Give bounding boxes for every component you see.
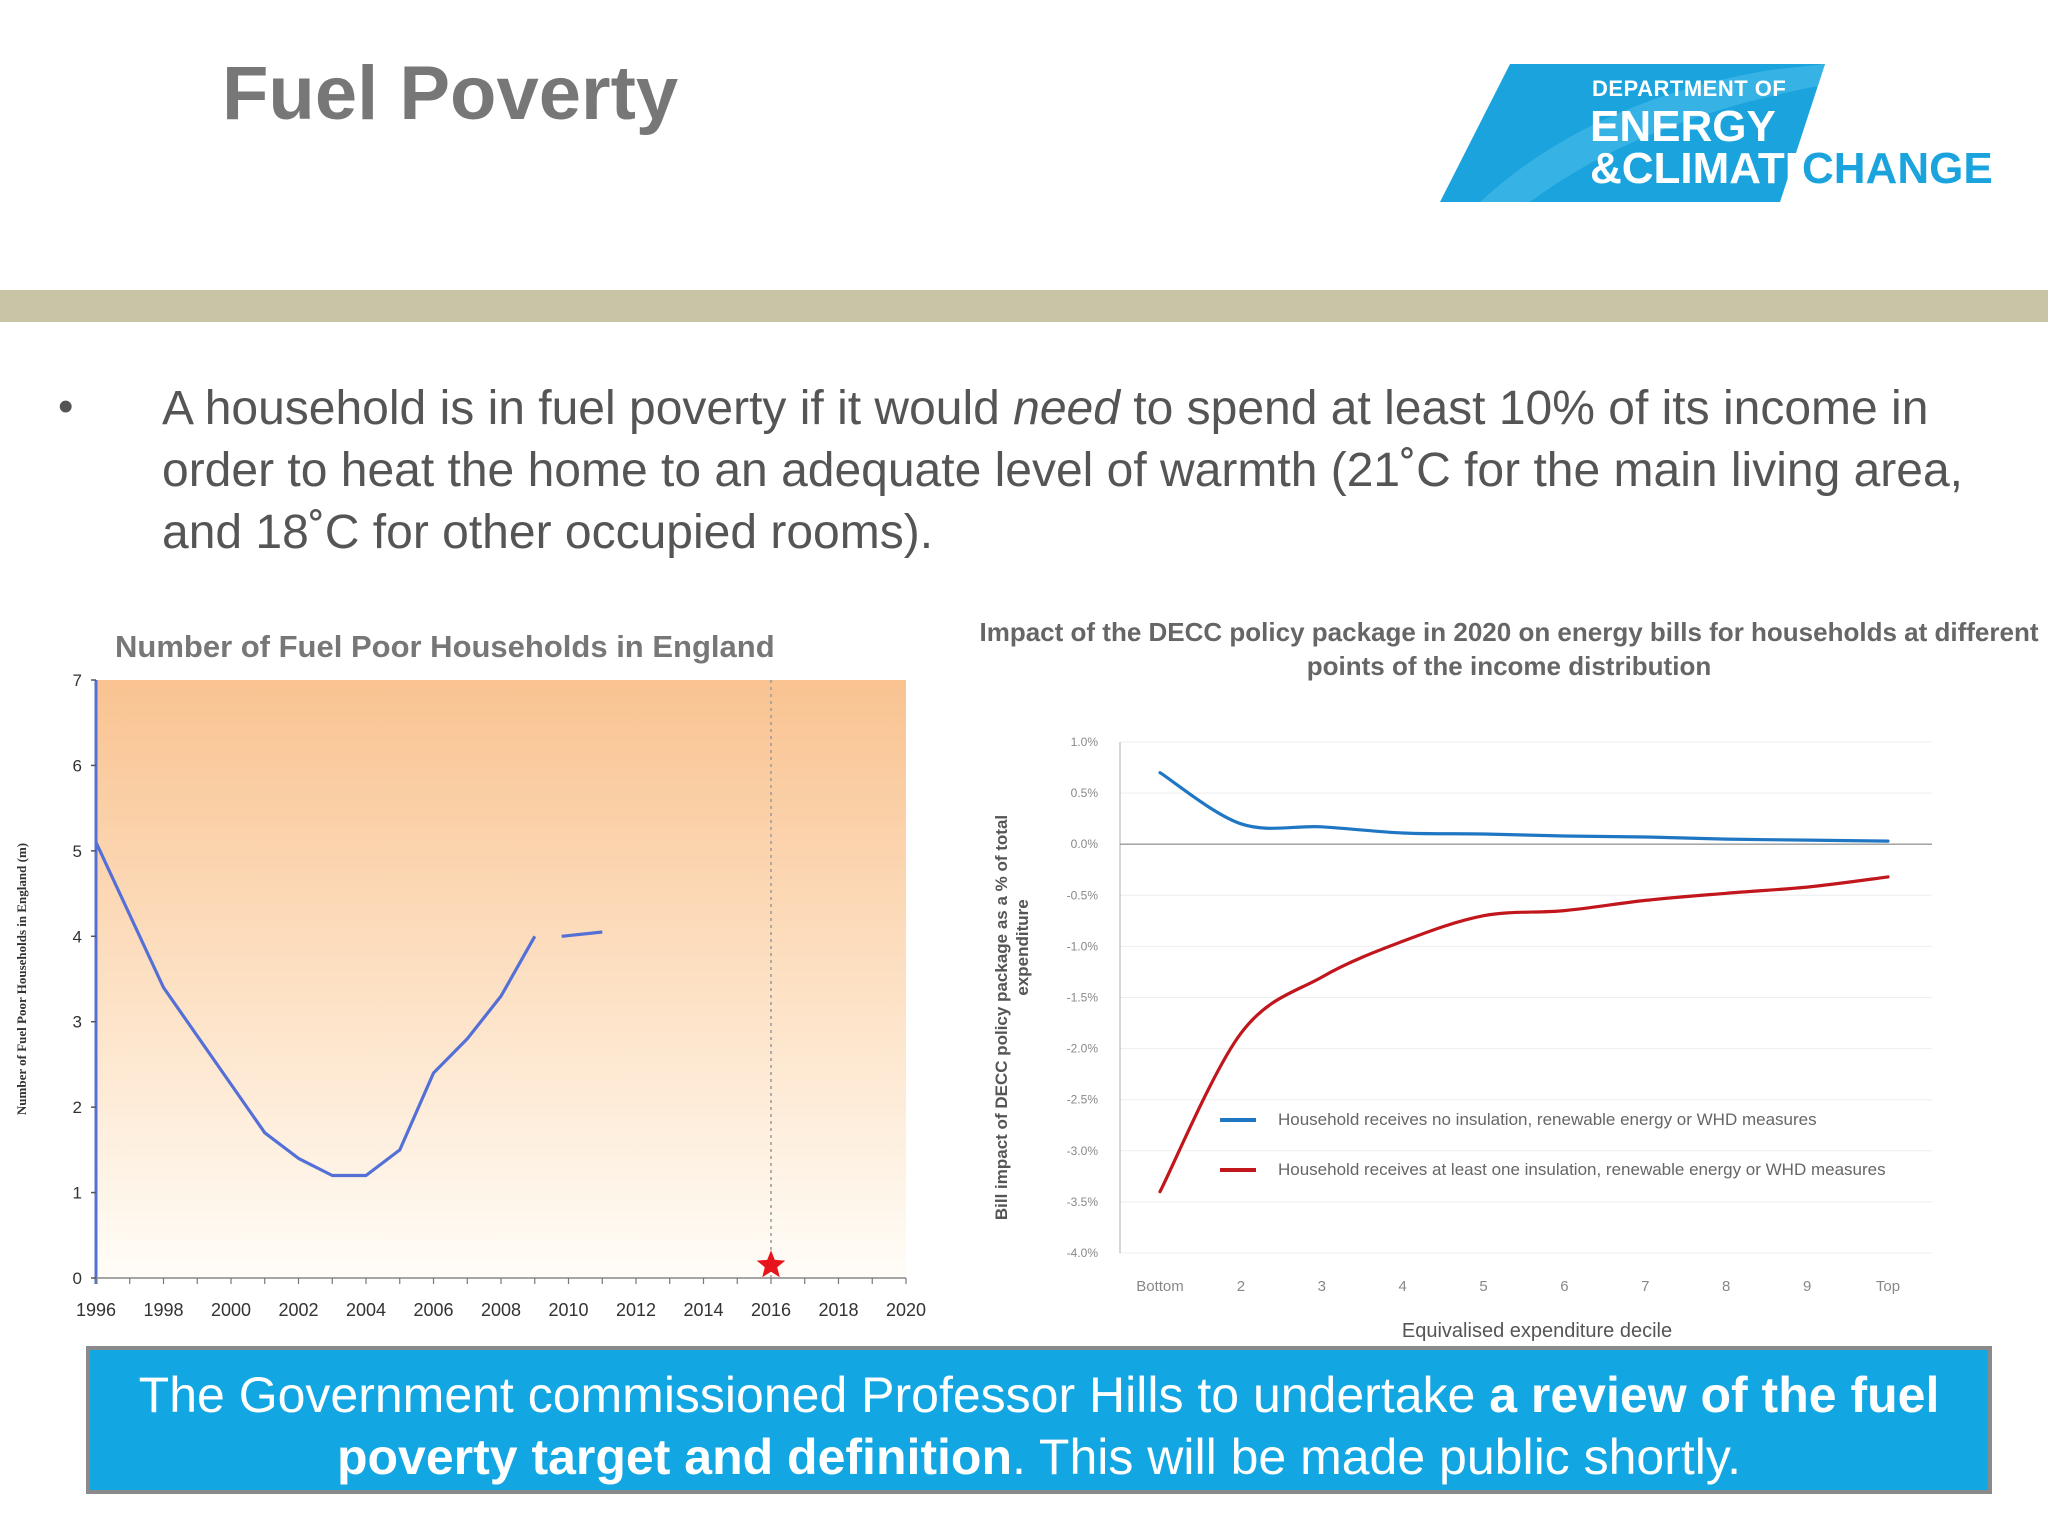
definition-part-2: to spend at least 10% of its income in o… [162,382,1964,559]
chart2-series-line-1 [1158,771,1890,843]
logo-shape [1440,64,1825,202]
chart1-x-tick-label: 2006 [413,1300,453,1320]
chart1-plot-area [96,680,906,1278]
chart2-x-tick-label: 6 [1560,1278,1568,1295]
chart2-y-tick-label: 0.0% [1071,837,1099,851]
chart1-y-tick-label: 6 [73,756,82,775]
chart1-y-tick-label: 3 [73,1013,82,1032]
bullet-icon: • [58,382,74,431]
chart1-y-tick-label: 7 [73,671,82,690]
chart2-x-tick-label: 3 [1318,1278,1326,1295]
chart1-x-tick-label: 2004 [346,1300,386,1320]
definition-emphasis: need [1013,382,1120,435]
chart2-svg: Impact of the DECC policy package in 202… [980,617,2039,1342]
callout-part-2: . This will be made public shortly. [1012,1429,1742,1485]
chart1-y-tick-label: 4 [73,927,82,946]
chart1-x-tick-label: 2012 [616,1300,656,1320]
chart-fuel-poor-households: Number of Fuel Poor Households in Englan… [0,610,950,1330]
chart1-x-tick-label: 2000 [211,1300,251,1320]
logo-line-3: &CLIMATE [1590,144,1815,193]
definition-text: A household is in fuel poverty if it wou… [162,378,2002,564]
chart2-title-line-1: Impact of the DECC policy package in 202… [980,617,2039,647]
logo-line-2: ENERGY [1590,102,1776,151]
chart1-x-tick-label: 2014 [683,1300,723,1320]
chart2-x-tick-label: 4 [1398,1278,1406,1295]
chart1-x-tick-label: 2020 [886,1300,926,1320]
chart1-y-axis-label: Number of Fuel Poor Households in Englan… [14,843,29,1115]
chart2-y-axis-label-line-2: expenditure [1013,899,1032,995]
chart2-x-tick-label: Bottom [1136,1278,1184,1295]
chart2-y-tick-label: -4.0% [1067,1246,1099,1260]
chart1-svg: Number of Fuel Poor Households in Englan… [14,629,926,1320]
decc-logo: DEPARTMENT OF ENERGY &CLIMATE CHANGE [1440,60,1993,210]
chart1-x-tick-label: 1996 [76,1300,116,1320]
callout-part-1: The Government commissioned Professor Hi… [138,1367,1490,1423]
callout-box: The Government commissioned Professor Hi… [86,1346,1992,1494]
chart2-y-tick-label: -3.0% [1067,1144,1099,1158]
chart2-y-axis-label-line-1: Bill impact of DECC policy package as a … [992,815,1011,1220]
chart2-y-tick-label: -3.5% [1067,1195,1099,1209]
chart1-y-tick-label: 2 [73,1098,82,1117]
chart1-title: Number of Fuel Poor Households in Englan… [115,629,775,664]
chart1-series-line [561,930,603,938]
chart2-series-line-2 [1158,875,1890,1194]
chart1-y-tick-label: 1 [73,1184,82,1203]
chart2-y-tick-label: -0.5% [1067,888,1099,902]
callout-bold: a review of the fuel poverty target and … [336,1367,1940,1485]
chart2-y-tick-label: -2.0% [1067,1042,1099,1056]
chart2-y-tick-label: -2.5% [1067,1093,1099,1107]
chart1-star-marker [756,1250,786,1278]
chart2-title-line-2: points of the income distribution [1307,651,1711,681]
chart2-y-tick-label: 1.0% [1071,735,1099,749]
header-divider [0,290,2048,322]
page-title: Fuel Poverty [222,51,679,136]
chart2-y-tick-label: -1.5% [1067,991,1099,1005]
chart2-legend-label-1: Household receives no insulation, renewa… [1278,1110,1817,1129]
chart1-x-tick-label: 1998 [143,1300,183,1320]
logo-line-1: DEPARTMENT OF [1592,76,1787,101]
definition-part-1: A household is in fuel poverty if it wou… [162,382,1014,435]
callout-text: The Government commissioned Professor Hi… [90,1350,1988,1488]
chart1-series-line [94,841,537,1178]
chart1-x-tick-label: 2002 [278,1300,318,1320]
chart2-x-tick-label: Top [1876,1278,1900,1295]
chart2-x-tick-label: 9 [1803,1278,1811,1295]
chart1-x-tick-label: 2008 [481,1300,521,1320]
chart2-x-tick-label: 5 [1479,1278,1487,1295]
logo-line-4: CHANGE [1802,144,1993,193]
chart2-x-axis-label: Equivalised expenditure decile [1402,1320,1672,1342]
chart1-y-tick-label: 5 [73,842,82,861]
chart2-x-tick-label: 8 [1722,1278,1730,1295]
chart2-y-tick-label: 0.5% [1071,786,1099,800]
chart1-x-tick-label: 2010 [548,1300,588,1320]
chart2-x-tick-label: 2 [1237,1278,1245,1295]
chart2-x-tick-label: 7 [1641,1278,1649,1295]
chart1-y-tick-label: 0 [73,1269,82,1288]
chart2-legend-label-2: Household receives at least one insulati… [1278,1160,1886,1179]
chart1-x-tick-label: 2018 [818,1300,858,1320]
chart1-x-tick-label: 2016 [751,1300,791,1320]
chart-decc-bill-impact: Impact of the DECC policy package in 202… [970,605,2046,1345]
chart2-y-tick-label: -1.0% [1067,939,1099,953]
